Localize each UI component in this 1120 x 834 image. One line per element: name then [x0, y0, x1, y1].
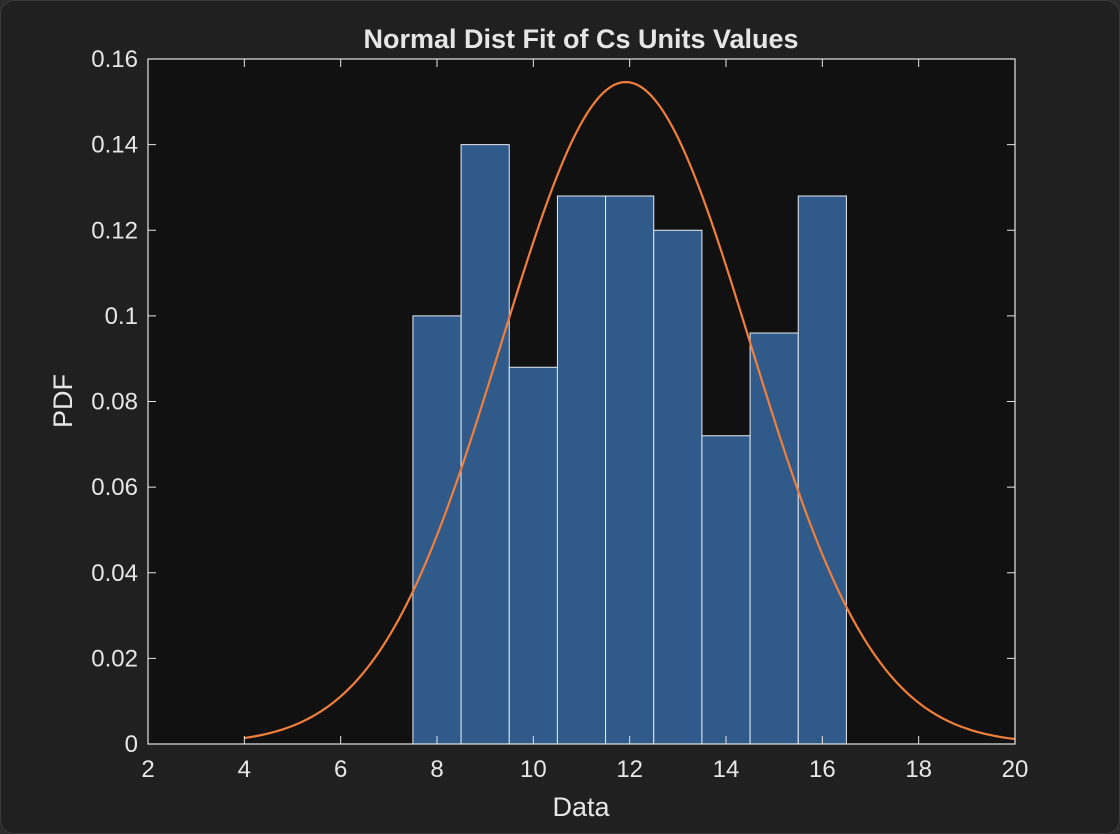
x-tick-label: 12 — [616, 756, 643, 783]
x-tick-label: 10 — [520, 756, 547, 783]
histogram-bar — [653, 229, 703, 745]
histogram-bar — [556, 195, 607, 745]
y-tick-label: 0.1 — [105, 303, 138, 330]
histogram-bar — [797, 195, 847, 745]
y-tick-label: 0.06 — [91, 474, 138, 501]
y-axis-label: PDF — [48, 374, 78, 428]
x-tick-label: 18 — [905, 756, 932, 783]
histogram-bar — [605, 195, 655, 745]
x-tick-label: 2 — [141, 756, 154, 783]
y-tick-label: 0.16 — [91, 46, 138, 73]
x-axis-ticks: 2 4 6 8 10 12 14 16 18 20 — [141, 59, 1028, 783]
y-tick-label: 0 — [125, 731, 138, 758]
y-tick-label: 0.12 — [91, 217, 138, 244]
histogram-bar — [749, 332, 799, 745]
x-tick-label: 14 — [713, 756, 740, 783]
y-tick-label: 0.14 — [91, 132, 138, 159]
x-tick-label: 6 — [334, 756, 347, 783]
chart-title: Normal Dist Fit of Cs Units Values — [363, 24, 798, 54]
x-tick-label: 8 — [430, 756, 443, 783]
y-tick-label: 0.08 — [91, 389, 138, 416]
y-axis-ticks: 0 0.02 0.04 0.06 0.08 0.1 0.12 0.14 0.16 — [91, 46, 1015, 758]
histogram-bar — [508, 366, 558, 745]
x-tick-label: 16 — [809, 756, 836, 783]
histogram-bar — [701, 435, 751, 745]
y-tick-label: 0.04 — [91, 560, 138, 587]
x-tick-label: 20 — [1002, 756, 1029, 783]
histogram-bar — [412, 315, 462, 745]
x-tick-label: 4 — [238, 756, 251, 783]
histogram-bars — [412, 144, 847, 745]
normal-fit-curve — [244, 80, 1016, 741]
x-axis-label: Data — [552, 792, 610, 822]
y-tick-label: 0.02 — [91, 645, 138, 672]
